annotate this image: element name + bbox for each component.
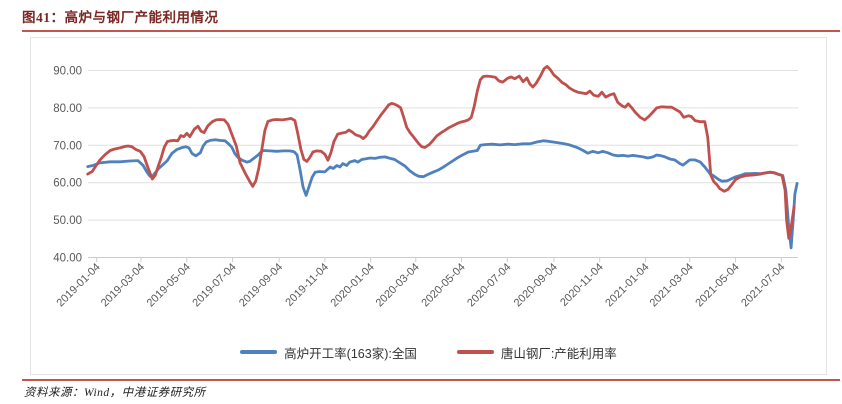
x-tick-label: 2020-05-04 [419,261,467,309]
legend-item-1: 唐山钢厂:产能利用率 [456,343,617,362]
x-tick-label: 2019-07-04 [190,261,238,309]
legend-label-0: 高炉开工率(163家):全国 [284,346,417,361]
x-tick-label: 2019-09-04 [237,261,285,309]
x-tick-label: 2021-03-04 [648,261,696,309]
x-tick-label: 2019-01-04 [55,261,103,309]
y-tick-label: 60.00 [53,178,82,190]
source-note: 资料来源：Wind，中港证券研究所 [24,387,206,399]
x-tick-label: 2020-01-04 [329,261,377,309]
legend-label-1: 唐山钢厂:产能利用率 [500,346,617,361]
y-tick-label: 80.00 [53,103,82,115]
x-tick-label: 2020-03-04 [374,261,422,309]
legend-item-0: 高炉开工率(163家):全国 [240,343,417,362]
y-tick-label: 40.00 [53,253,82,265]
title-rule [22,30,840,32]
series-line-1 [86,65,796,240]
x-tick-label: 2019-03-04 [99,261,147,309]
legend-swatch-1 [456,349,494,355]
y-tick-label: 90.00 [53,66,82,78]
chart-frame [30,37,827,375]
x-tick-label: 2019-11-04 [283,261,331,309]
x-tick-label: 2021-07-04 [739,261,787,309]
x-tick-label: 2020-07-04 [465,261,513,309]
footer-rule [22,379,840,381]
series-line-0 [86,138,799,250]
x-tick-label: 2021-01-04 [603,261,651,309]
x-tick-label: 2019-05-04 [145,261,193,309]
y-tick-label: 70.00 [53,140,82,152]
y-tick-label: 50.00 [53,215,82,227]
figure-title: 图41：高炉与钢厂产能利用情况 [22,10,219,25]
x-tick-label: 2021-05-04 [693,261,741,309]
chart-legend: 高炉开工率(163家):全国 唐山钢厂:产能利用率 [30,342,827,362]
x-tick-label: 2020-11-04 [558,261,606,309]
legend-swatch-0 [240,349,278,355]
x-tick-label: 2020-09-04 [512,261,560,309]
